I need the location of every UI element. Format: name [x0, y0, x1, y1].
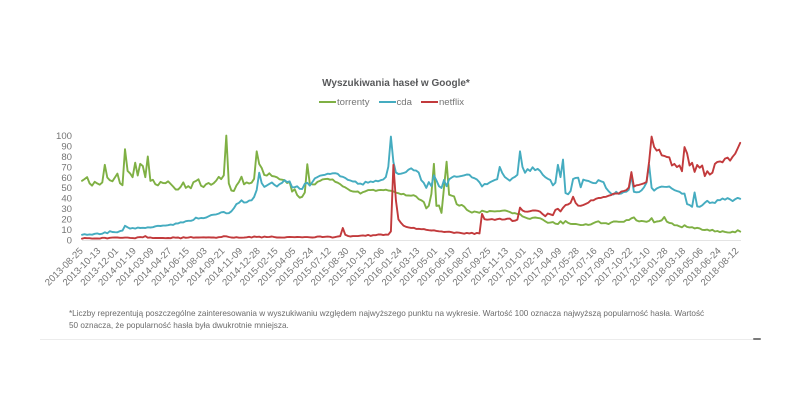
svg-text:30: 30	[61, 204, 72, 215]
svg-text:0: 0	[67, 235, 72, 246]
svg-text:100: 100	[56, 131, 72, 142]
svg-text:50: 50	[61, 183, 72, 194]
svg-text:40: 40	[61, 194, 72, 205]
svg-text:60: 60	[61, 173, 72, 184]
svg-text:20: 20	[61, 215, 72, 226]
svg-text:10: 10	[61, 225, 72, 236]
svg-text:70: 70	[61, 162, 72, 173]
svg-text:90: 90	[61, 141, 72, 152]
svg-text:80: 80	[61, 152, 72, 163]
